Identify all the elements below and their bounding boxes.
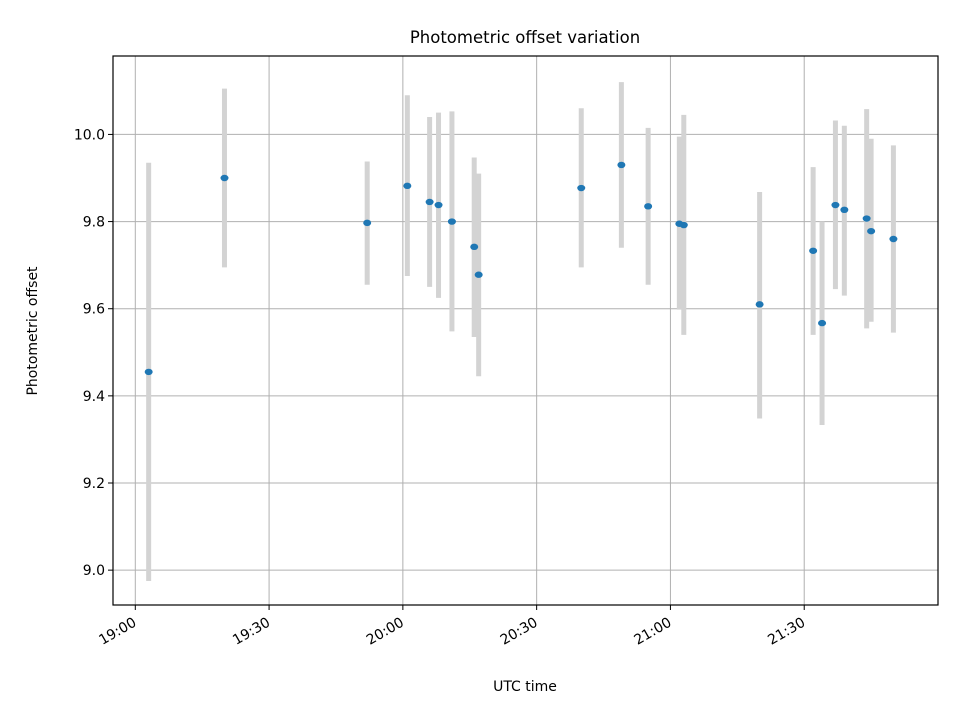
data-point: [474, 271, 483, 278]
data-point: [425, 198, 434, 206]
y-tick-label: 9.6: [83, 302, 105, 318]
data-points: [144, 161, 898, 376]
y-tick-label: 9.2: [83, 476, 105, 492]
data-point: [470, 243, 479, 251]
y-axis-label: Photometric offset: [25, 266, 41, 396]
data-point: [617, 161, 626, 169]
x-axis-label: UTC time: [493, 679, 557, 695]
data-point: [144, 368, 153, 376]
data-point: [577, 184, 586, 192]
data-point: [403, 182, 412, 190]
data-point: [862, 215, 871, 222]
data-point: [220, 174, 229, 182]
plot-frame: [112, 55, 939, 606]
data-point: [434, 201, 443, 209]
data-point: [679, 221, 688, 229]
chart-title: Photometric offset variation: [410, 28, 640, 47]
data-point: [840, 206, 849, 214]
data-point: [867, 227, 876, 235]
data-point: [447, 218, 456, 225]
data-point: [818, 319, 827, 327]
data-point: [889, 235, 898, 243]
y-tick-label: 9.4: [83, 389, 105, 405]
y-tick-label: 9.0: [83, 563, 105, 579]
data-point: [363, 219, 372, 227]
data-point: [831, 201, 840, 209]
y-axis-ticks: 9.0 9.2 9.4 9.6 9.8 10.0: [74, 127, 113, 579]
y-tick-label: 9.8: [83, 215, 105, 231]
y-tick-label: 10.0: [74, 127, 105, 143]
data-point: [809, 247, 818, 254]
data-point: [644, 203, 653, 210]
data-point: [755, 301, 764, 308]
grid: [113, 56, 938, 605]
